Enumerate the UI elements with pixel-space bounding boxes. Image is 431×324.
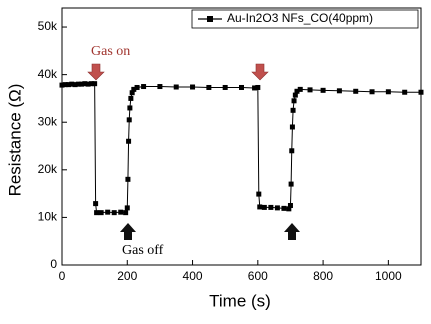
data-point: [353, 88, 359, 94]
data-point: [88, 81, 94, 87]
data-point: [126, 138, 132, 144]
data-point: [173, 84, 179, 90]
data-point: [294, 88, 300, 94]
data-point: [252, 85, 258, 91]
data-point: [286, 206, 292, 212]
data-point: [79, 81, 85, 87]
x-tick-label: 600: [248, 269, 268, 283]
data-point: [274, 205, 280, 211]
y-tick-label: 20k: [38, 162, 58, 176]
annotation: Gas on: [91, 44, 130, 59]
data-point: [125, 176, 131, 182]
y-tick-label: 0: [50, 257, 57, 271]
data-point: [131, 86, 137, 92]
data-point: [82, 81, 88, 87]
data-point: [292, 92, 298, 98]
legend-marker: [207, 16, 213, 22]
x-tick-label: 200: [117, 269, 137, 283]
data-point: [239, 84, 244, 90]
y-tick-label: 40k: [38, 67, 58, 81]
data-point: [268, 204, 274, 210]
gas-off-arrows: [120, 223, 300, 240]
data-point: [206, 84, 212, 90]
data-point: [123, 210, 129, 216]
data-point: [222, 84, 228, 90]
data-point: [127, 105, 133, 111]
data-point: [281, 205, 287, 211]
annotation: Gas off: [122, 243, 164, 258]
data-point: [98, 210, 104, 216]
data-point: [134, 84, 140, 90]
data-point: [126, 117, 132, 123]
data-point: [105, 209, 111, 215]
data-point: [255, 84, 261, 90]
plot-frame: [61, 7, 422, 266]
x-tick-label: 1000: [375, 269, 402, 283]
data-point: [418, 89, 424, 95]
y-axis-title: Resistance (Ω): [5, 84, 24, 197]
data-point: [287, 203, 293, 209]
data-point: [369, 89, 375, 95]
x-tick-label: 0: [59, 269, 66, 283]
data-point: [111, 210, 117, 216]
data-point: [124, 205, 130, 211]
data-point: [402, 89, 408, 95]
data-point: [297, 86, 303, 92]
data-point: [141, 84, 147, 90]
x-axis-title: Time (s): [209, 291, 271, 310]
y-tick-label: 30k: [38, 114, 58, 128]
data-point: [157, 84, 163, 90]
data-point: [385, 89, 391, 95]
data-point: [128, 95, 134, 101]
data-point: [92, 81, 98, 87]
data-point: [69, 81, 75, 87]
data-point: [85, 81, 91, 87]
data-point: [256, 191, 262, 197]
data-point: [307, 87, 313, 93]
data-point: [336, 88, 342, 94]
x-tick-label: 400: [183, 269, 203, 283]
data-point: [72, 82, 78, 88]
y-tick-label: 50k: [38, 19, 58, 33]
data-point: [257, 204, 263, 210]
data-point: [190, 84, 196, 90]
data-point: [118, 209, 124, 215]
data-point: [320, 87, 326, 93]
legend-label: Au-In2O3 NFs_CO(40ppm): [227, 11, 373, 25]
data-point: [291, 98, 297, 104]
gas-on-arrows: [87, 63, 269, 81]
data-point: [288, 181, 294, 187]
x-tick-label: 800: [313, 269, 333, 283]
y-tick-label: 10k: [38, 210, 58, 224]
data-point: [93, 201, 99, 207]
data-point: [94, 210, 100, 216]
data-point: [129, 90, 135, 96]
data-point: [289, 148, 295, 154]
series-line: [61, 83, 421, 214]
data-point: [289, 124, 295, 130]
data-point: [62, 82, 68, 88]
data-point: [66, 82, 72, 88]
data-point: [261, 204, 267, 210]
data-point: [75, 81, 81, 87]
data-point: [290, 107, 296, 113]
legend-box: [191, 9, 419, 29]
data-point: [59, 82, 65, 88]
